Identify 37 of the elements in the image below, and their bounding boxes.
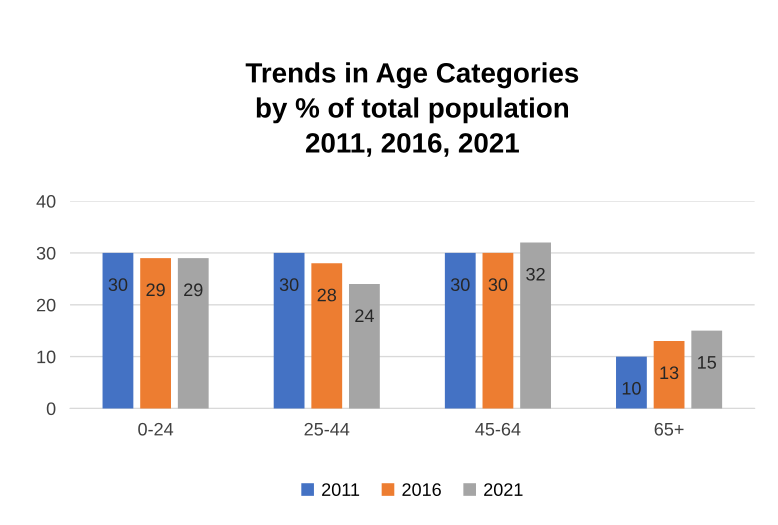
data-label: 30 (488, 278, 508, 292)
bar (274, 252, 305, 408)
data-label: 30 (108, 278, 128, 292)
legend-label: 2011 (322, 483, 360, 496)
data-label: 10 (622, 382, 641, 395)
data-label: 29 (184, 283, 202, 296)
y-tick-label: 20 (36, 298, 56, 312)
bar (520, 242, 551, 408)
bar (691, 330, 722, 408)
data-label: 13 (660, 366, 678, 380)
bar (482, 252, 514, 408)
bar (102, 252, 134, 408)
x-tick-label: 0-24 (138, 422, 174, 436)
bar (178, 258, 209, 408)
data-label: 15 (698, 356, 716, 369)
y-tick-label: 10 (37, 350, 56, 364)
data-label: 29 (146, 283, 165, 296)
x-tick-label: 45-64 (475, 422, 520, 436)
x-tick-label: 25-44 (304, 422, 350, 436)
legend-label: 2021 (484, 483, 522, 496)
bar (349, 284, 380, 408)
legend-label: 2016 (402, 483, 441, 496)
bar (616, 356, 647, 408)
data-label: 32 (526, 268, 545, 281)
data-label: 28 (318, 288, 336, 302)
y-tick-label: 0 (46, 402, 56, 416)
bar (140, 258, 172, 408)
data-label: 30 (450, 278, 470, 292)
bar (654, 341, 684, 408)
y-tick-label: 40 (36, 195, 56, 208)
x-tick-label: 65+ (654, 422, 684, 436)
chart-title: Trends in Age Categories by % of total population 2011, 2016, 2021 (246, 62, 578, 157)
data-label: 30 (280, 278, 298, 292)
bar (311, 263, 342, 408)
bar (444, 252, 476, 408)
y-tick-label: 30 (36, 246, 56, 260)
data-label: 24 (355, 309, 374, 322)
